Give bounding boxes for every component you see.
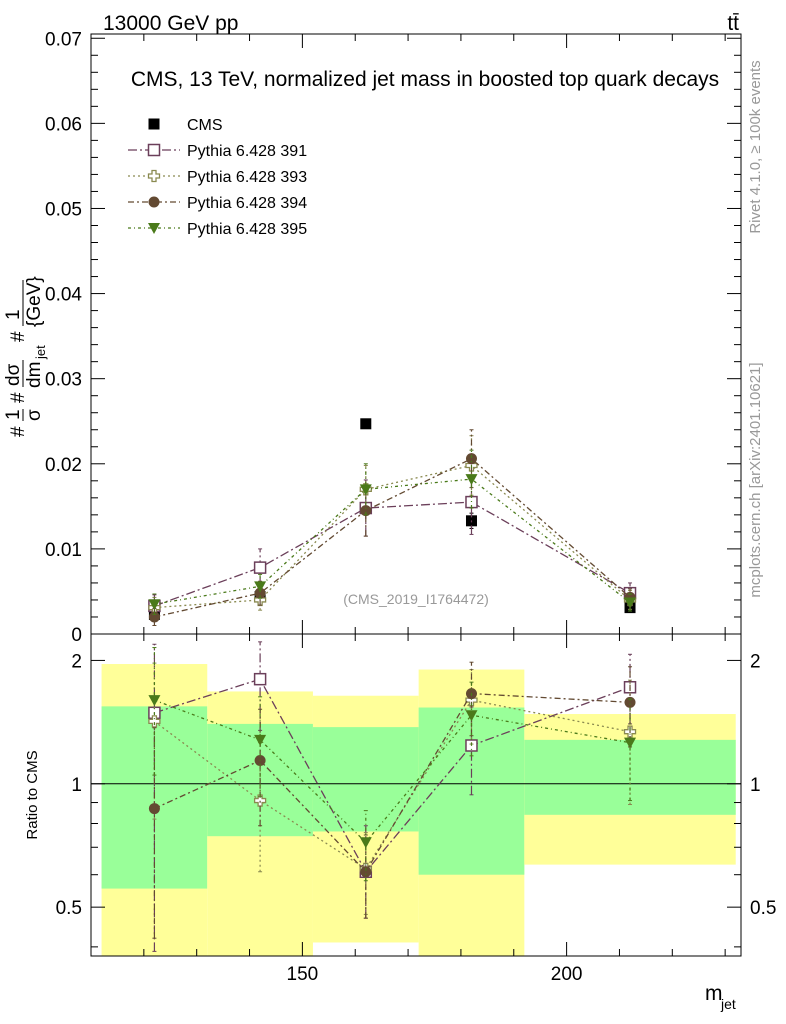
legend-label-cms: CMS: [187, 117, 223, 134]
legend-marker-p394: [148, 196, 160, 208]
main-point-p394: [148, 611, 160, 623]
ratio-series-p395: [148, 647, 637, 882]
ratio-point-p395: [359, 837, 372, 849]
main-y-tick-label: 0.01: [45, 540, 82, 561]
ratio-y-tick-labels: 0.5 0.5 1 1 2 2: [56, 651, 777, 919]
ratio-point-p393: [148, 715, 161, 728]
ratio-uncertainty-bands: [101, 664, 736, 956]
ratio-line-p393: [154, 699, 631, 870]
ratio-x-tick-label: 150: [287, 964, 319, 985]
ratio-point-p395: [624, 737, 637, 749]
legend-marker-p391: [147, 143, 161, 157]
main-y-tick-label: 0.02: [45, 455, 82, 476]
main-point-p394: [254, 587, 266, 599]
main-point-p394: [360, 505, 372, 517]
legend-marker-p393: [147, 169, 161, 183]
ylabel-unit-gev: {GeV}: [24, 276, 45, 327]
main-y-tick-label: 0.06: [45, 114, 82, 135]
legend-label-p395: Pythia 6.428 395: [187, 221, 307, 238]
ylabel-hash-2: #: [8, 392, 29, 403]
ratio-y-tick-label-left: 2: [71, 651, 82, 672]
main-series-cms: [148, 418, 636, 620]
main-y-tick-label: 0.03: [45, 370, 82, 391]
legend-entry-p391: Pythia 6.428 391: [128, 143, 307, 160]
ylabel-dsigma: dσ: [3, 363, 24, 386]
main-y-tick-label: 0.05: [45, 199, 82, 220]
ylabel-hash-1: #: [8, 426, 29, 437]
ylabel-one: 1: [3, 409, 24, 420]
ylabel-unit-one: 1: [3, 309, 24, 320]
main-series-layer: [148, 418, 637, 626]
header-energy-label: 13000 GeV pp: [103, 12, 238, 35]
ratio-y-axis-label: Ratio to CMS: [24, 750, 41, 839]
ratio-point-p393: [253, 794, 267, 807]
ratio-point-p395: [148, 695, 161, 707]
main-series-p394: [148, 429, 636, 626]
ratio-axis-ticks: [90, 634, 741, 956]
legend-label-p393: Pythia 6.428 393: [187, 169, 307, 186]
main-y-tick-label: 0.07: [45, 29, 82, 50]
main-point-p395: [624, 597, 637, 609]
analysis-watermark: (CMS_2019_I1764472): [343, 591, 489, 607]
main-y-tick-labels: 0 0.01 0.02 0.03 0.04 0.05 0.06 0.07: [45, 29, 82, 646]
ylabel-jet-subscript: jet: [33, 345, 48, 360]
ratio-panel: 0.5 0.5 1 1 2 2 150 200 Ratio to CMS m jet: [24, 633, 777, 1012]
ylabel-dm: dm: [24, 362, 45, 388]
main-point-cms: [360, 418, 372, 430]
ratio-series-layer: [148, 641, 637, 952]
ratio-point-p395: [254, 734, 267, 746]
legend-label-p394: Pythia 6.428 394: [187, 195, 307, 212]
legend-entry-p395: Pythia 6.428 395: [128, 221, 307, 238]
ratio-y-tick-label-right: 2: [750, 651, 761, 672]
main-plot-title: CMS, 13 TeV, normalized jet mass in boos…: [131, 68, 719, 91]
rivet-version-label: Rivet 4.1.0, ≥ 100k events: [747, 60, 764, 233]
main-point-p395: [148, 599, 161, 611]
ratio-y-tick-label-right: 1: [750, 775, 761, 796]
ratio-y-tick-label-left: 1: [71, 775, 82, 796]
x-axis-label-main: m: [705, 982, 723, 1005]
main-line-p393: [154, 464, 631, 609]
ratio-y-tick-label-right: 0.5: [750, 898, 776, 919]
main-panel: 0 0.01 0.02 0.03 0.04 0.05 0.06 0.07 CMS, 13 Te…: [3, 29, 742, 646]
ratio-band-inner: [312, 727, 419, 832]
ylabel-hash-3: #: [8, 331, 29, 342]
ratio-point-p394: [148, 803, 160, 815]
legend-entry-cms: CMS: [148, 117, 223, 134]
ylabel-sigma: σ: [24, 409, 45, 421]
main-y-tick-label: 0.04: [45, 285, 82, 306]
legend-marker-p395: [148, 223, 160, 234]
x-axis-label-subscript: jet: [720, 996, 736, 1012]
ratio-y-tick-label-left: 0.5: [56, 898, 82, 919]
ratio-x-tick-label: 200: [551, 964, 583, 985]
main-axis-ticks: [90, 34, 741, 635]
mcplots-source-label: mcplots.cern.ch [arXiv:2401.10621]: [747, 362, 764, 597]
main-point-p391: [253, 561, 267, 574]
x-axis-label: m jet: [705, 982, 736, 1012]
legend-marker-cms: [148, 118, 160, 130]
ratio-band-inner: [524, 739, 736, 815]
ratio-point-p394: [360, 866, 372, 878]
main-point-p395: [359, 484, 372, 496]
main-series-p395: [148, 449, 637, 615]
ratio-plot-frame: [90, 633, 742, 957]
main-point-p395: [465, 474, 478, 486]
ratio-point-p394: [624, 696, 636, 708]
legend-entry-p394: Pythia 6.428 394: [128, 195, 307, 212]
header-process-label: tt̄: [727, 12, 739, 35]
ratio-x-tick-labels: 150 200: [287, 964, 583, 985]
ratio-point-p395: [465, 710, 478, 722]
ratio-point-p391: [253, 672, 267, 686]
main-y-tick-label: 0: [71, 625, 82, 646]
legend-entry-p393: Pythia 6.428 393: [128, 169, 307, 186]
main-point-p395: [254, 581, 267, 593]
legend-label-p391: Pythia 6.428 391: [187, 143, 307, 160]
main-y-axis-label: # 1 σ # dσ dm jet # 1 {GeV}: [3, 276, 48, 437]
legend: CMS Pythia 6.428 391 Pythia 6.428 393 Pythi…: [128, 117, 307, 238]
main-point-p394: [465, 453, 477, 465]
